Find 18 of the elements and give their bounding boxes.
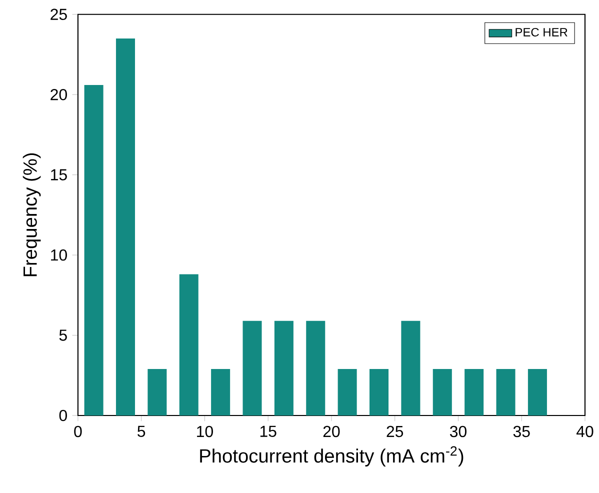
x-tick-label: 25 (386, 426, 404, 437)
x-tick-label: 5 (138, 426, 146, 437)
x-tick-label: 20 (323, 426, 340, 437)
x-tick-label: 35 (513, 426, 530, 437)
y-tick-label: 0 (59, 410, 67, 421)
y-tick-label: 25 (50, 8, 67, 20)
y-axis-title: Frequency (%) (22, 153, 41, 276)
x-tick-label: 40 (576, 426, 594, 437)
y-tick-label: 20 (50, 88, 67, 100)
x-tick-label: 30 (450, 426, 466, 437)
legend-label: PEC HER (516, 28, 568, 36)
x-axis-title: Photocurrent density (mA cm$^{-2}$) (200, 446, 464, 466)
x-tick-label: 0 (74, 426, 82, 437)
x-tick-label: 15 (260, 426, 276, 437)
y-tick-label: 5 (59, 329, 67, 341)
y-tick-label: 10 (51, 249, 67, 260)
x-tick-label: 10 (197, 426, 213, 437)
y-tick-label: 15 (51, 169, 67, 180)
